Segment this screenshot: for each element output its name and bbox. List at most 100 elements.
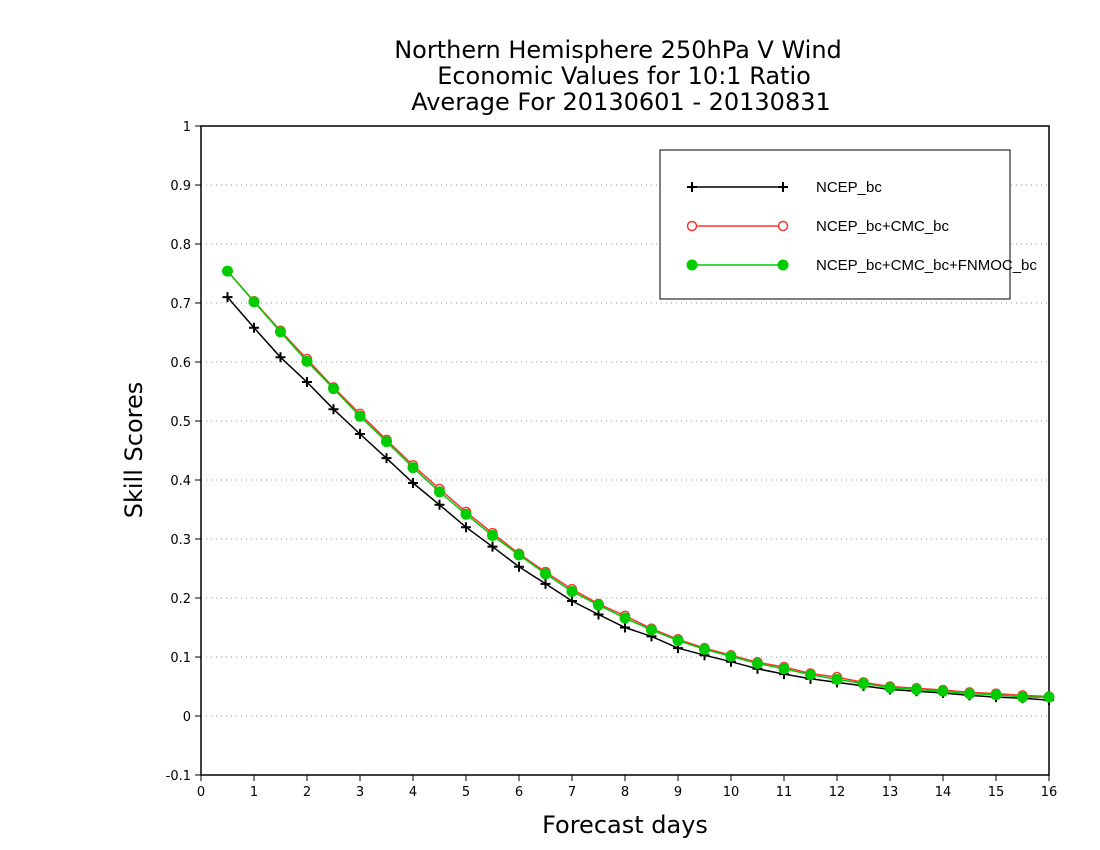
data-point [248,296,260,308]
x-tick-label: 1 [250,785,258,800]
y-tick-label: 0.4 [170,474,191,489]
x-tick-label: 4 [409,785,417,800]
y-axis: -0.1 0 0.1 0.2 0.3 0.4 0.5 0.6 0.7 0.8 0.9 1 [166,120,201,784]
data-point [778,182,788,192]
series-layer [222,265,1055,706]
data-point [686,259,698,271]
x-tick-label: 7 [568,785,576,800]
data-point [222,292,233,303]
data-point [328,404,339,415]
data-point [778,663,790,675]
y-axis-label: Skill Scores [120,382,148,519]
data-point [1017,691,1028,703]
x-tick-label: 10 [723,785,740,800]
y-tick-label: 0.2 [170,592,191,607]
data-point [911,683,922,695]
data-point [858,678,869,690]
legend-item: NCEP_bc+CMC_bc [686,218,949,235]
data-point [302,377,312,388]
data-point [381,453,392,464]
data-point [566,586,578,598]
data-point [687,182,697,192]
x-axis: 0 1 2 3 4 5 6 7 8 9 10 11 12 13 14 15 16 [197,775,1057,800]
x-tick-label: 15 [988,785,1005,800]
data-point [752,657,763,669]
data-point [620,622,630,633]
data-point [328,383,339,395]
title-line-1: Northern Hemisphere 250hPa V Wind [394,36,842,64]
data-point [354,410,366,422]
data-point [460,508,472,520]
plot-frame [200,125,1050,776]
y-tick-label: 0.6 [170,356,191,371]
data-point [831,673,843,685]
y-tick-label: 0.5 [170,415,191,430]
series-ncep-bc-cmc-bc [222,265,1055,702]
data-point [593,609,604,620]
legend-label: NCEP_bc [816,179,882,196]
y-tick-label: 0.7 [170,297,191,312]
data-point [275,352,286,363]
data-point [407,462,419,474]
data-point [408,477,418,488]
data-point [1043,691,1055,703]
series-line [226,296,1050,701]
data-point [275,326,286,338]
series-line [226,270,1049,698]
data-point [619,612,631,624]
data-point [381,436,392,448]
x-tick-label: 0 [197,785,205,800]
data-point [540,578,551,589]
x-tick-label: 12 [829,785,846,800]
data-point [990,689,1002,701]
data-point [513,549,525,561]
y-tick-label: 0.9 [170,179,191,194]
x-tick-label: 2 [303,785,311,800]
legend-item: NCEP_bc+CMC_bc+FNMOC_bc [686,257,1037,274]
data-point [964,688,975,700]
data-point [805,669,816,681]
y-tick-label: -0.1 [166,769,191,784]
data-point [222,265,233,277]
legend: NCEP_bc NCEP_bc+CMC_bc NCEP_bc+CMC_bc+FNMO… [659,149,1037,300]
data-point [725,650,737,662]
y-tick-label: 1 [183,120,191,135]
y-tick-label: 0.3 [170,533,191,548]
x-tick-label: 9 [674,785,682,800]
y-tick-label: 0.8 [170,238,191,253]
legend-item: NCEP_bc [687,179,882,196]
data-point [567,595,577,606]
data-point [434,499,445,510]
title-line-2: Economic Values for 10:1 Ratio [437,62,811,90]
data-point [249,322,259,333]
data-point [777,220,789,232]
x-axis-label: Forecast days [542,811,708,839]
data-point [461,522,471,533]
series-ncep-bc [222,292,1054,706]
data-point [487,541,498,552]
legend-label: NCEP_bc+CMC_bc [816,218,949,235]
data-point [884,682,896,694]
data-point [777,259,789,271]
data-point [301,355,313,367]
data-point [540,568,551,580]
data-point [699,643,710,655]
x-tick-label: 11 [776,785,793,800]
data-point [355,428,365,439]
chart-title: Northern Hemisphere 250hPa V Wind Econom… [394,36,842,116]
legend-box [659,149,1011,300]
x-tick-label: 16 [1041,785,1058,800]
data-point [937,685,949,697]
title-line-3: Average For 20130601 - 20130831 [411,88,831,116]
legend-items: NCEP_bc NCEP_bc+CMC_bc NCEP_bc+CMC_bc+FNMO… [686,179,1037,274]
legend-label: NCEP_bc+CMC_bc+FNMOC_bc [816,257,1037,274]
series-ncep-bc-cmc-bc-fnmoc-bc [222,265,1055,703]
x-tick-label: 14 [935,785,952,800]
data-point [593,599,604,611]
x-tick-label: 3 [356,785,364,800]
x-tick-label: 5 [462,785,470,800]
data-point [487,529,498,541]
x-tick-label: 8 [621,785,629,800]
data-point [514,561,524,572]
